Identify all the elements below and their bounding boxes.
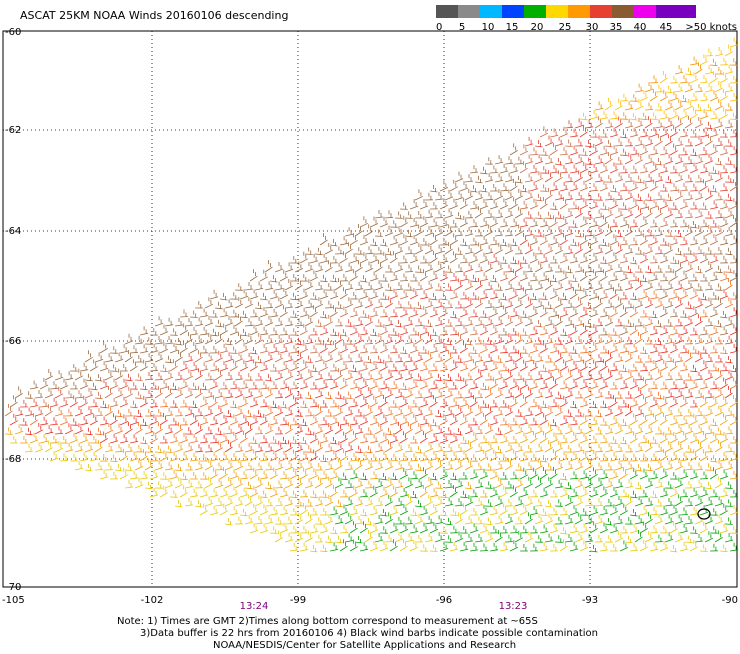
legend-label: >50 knots — [685, 22, 737, 33]
legend-label: 25 — [559, 22, 572, 33]
legend-swatch — [546, 5, 568, 18]
color-legend: 0 5 10 15 20 25 30 35 40 45 >50 knots — [436, 5, 737, 33]
lon-label: -96 — [436, 595, 452, 606]
map-title: ASCAT 25KM NOAA Winds 20160106 descendin… — [20, 9, 288, 22]
lat-label: -70 — [5, 582, 21, 593]
legend-label: 15 — [506, 22, 519, 33]
legend-label: 35 — [610, 22, 623, 33]
time-label: 13:23 — [499, 601, 528, 612]
legend-swatch — [480, 5, 502, 18]
lon-label: -99 — [290, 595, 306, 606]
legend-label: 0 — [436, 22, 442, 33]
island-outline — [697, 508, 711, 520]
lon-label: -102 — [141, 595, 164, 606]
legend-label: 40 — [634, 22, 647, 33]
lon-label: -105 — [2, 595, 25, 606]
legend-label: 5 — [459, 22, 465, 33]
legend-swatch — [656, 5, 696, 18]
lon-label: -93 — [582, 595, 598, 606]
note-line: Note: 1) Times are GMT 2)Times along bot… — [117, 616, 538, 627]
legend-swatch — [612, 5, 634, 18]
legend-swatch — [590, 5, 612, 18]
lat-label: -62 — [5, 125, 21, 136]
longitude-labels: -105 -102 -99 -96 -93 -90 — [2, 595, 738, 606]
note-line: 3)Data buffer is 22 hrs from 20160106 4)… — [140, 628, 598, 639]
lat-label: -64 — [5, 226, 21, 237]
lat-label: -60 — [5, 27, 21, 38]
legend-swatch — [568, 5, 590, 18]
legend-swatch — [524, 5, 546, 18]
legend-label: 20 — [531, 22, 544, 33]
lat-label: -68 — [5, 454, 21, 465]
legend-swatch — [458, 5, 480, 18]
legend-label: 45 — [660, 22, 673, 33]
latitude-labels: -60 -62 -64 -66 -68 -70 — [5, 27, 21, 593]
wind-barbs — [4, 37, 739, 553]
legend-swatch — [634, 5, 656, 18]
grid — [3, 31, 737, 587]
note-line: NOAA/NESDIS/Center for Satellite Applica… — [213, 640, 516, 650]
legend-label: 30 — [586, 22, 599, 33]
lon-label: -90 — [722, 595, 738, 606]
lat-label: -66 — [5, 336, 21, 347]
legend-label: 10 — [482, 22, 495, 33]
time-label: 13:24 — [240, 601, 269, 612]
legend-swatch — [436, 5, 458, 18]
plot-frame — [2, 30, 738, 588]
legend-swatch — [502, 5, 524, 18]
